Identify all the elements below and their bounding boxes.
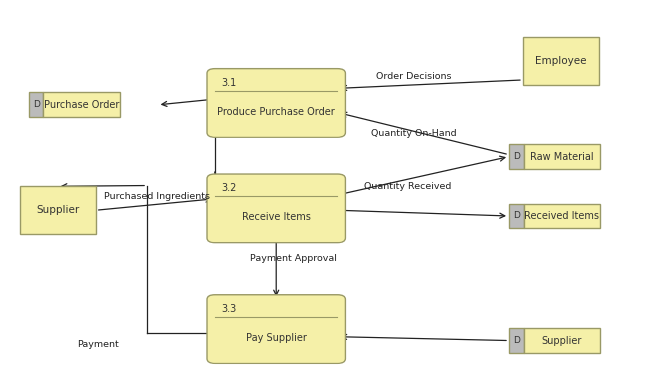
Bar	[509, 144, 523, 169]
Text: Supplier: Supplier	[36, 205, 79, 215]
Text: 3.2: 3.2	[221, 183, 237, 193]
Text: Pay Supplier: Pay Supplier	[246, 333, 307, 343]
Text: Payment: Payment	[78, 340, 119, 349]
Bar	[29, 92, 43, 117]
Text: D: D	[513, 152, 520, 161]
Bar	[523, 203, 600, 229]
Text: D: D	[33, 100, 40, 109]
Text: Payment Approval: Payment Approval	[250, 254, 336, 263]
FancyBboxPatch shape	[208, 193, 344, 242]
Text: 3.3: 3.3	[221, 304, 237, 314]
Bar	[509, 328, 523, 353]
Text: 3.1: 3.1	[221, 78, 237, 88]
Bar	[19, 186, 96, 234]
Text: D: D	[513, 336, 520, 345]
Text: Produce Purchase Order: Produce Purchase Order	[217, 107, 335, 117]
Text: Quantity Received: Quantity Received	[364, 181, 451, 191]
Text: Quantity On-Hand: Quantity On-Hand	[371, 129, 457, 138]
Bar	[523, 37, 599, 85]
Text: D: D	[513, 212, 520, 220]
FancyBboxPatch shape	[207, 69, 345, 137]
Text: Received Items: Received Items	[524, 211, 599, 221]
FancyBboxPatch shape	[207, 295, 345, 363]
Text: Purchase Order: Purchase Order	[44, 100, 119, 110]
Bar	[509, 203, 523, 229]
FancyBboxPatch shape	[208, 87, 344, 137]
Text: Order Decisions: Order Decisions	[376, 72, 451, 81]
Text: Supplier: Supplier	[541, 335, 582, 345]
FancyBboxPatch shape	[208, 313, 344, 362]
Text: Employee: Employee	[535, 56, 587, 66]
Bar	[523, 328, 600, 353]
Text: Purchased Ingredients: Purchased Ingredients	[104, 192, 210, 201]
Bar	[523, 144, 600, 169]
Text: Raw Material: Raw Material	[530, 152, 593, 162]
Text: Receive Items: Receive Items	[242, 212, 311, 222]
Bar	[43, 92, 120, 117]
FancyBboxPatch shape	[207, 174, 345, 243]
